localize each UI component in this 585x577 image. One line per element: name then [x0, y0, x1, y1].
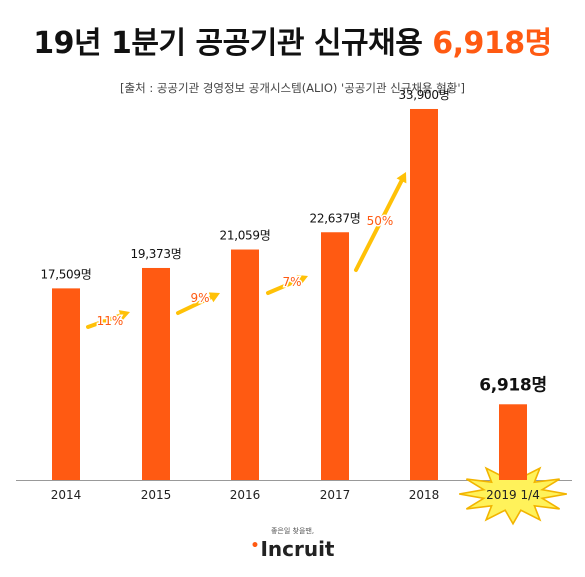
logo-name: Incruit	[260, 537, 335, 561]
data-label: 19,373명	[131, 247, 182, 261]
growth-label: 11%	[97, 314, 124, 328]
source-note: [출처 : 공공기관 경영정보 공개시스템(ALIO) '공공기관 신규채용 현…	[120, 81, 465, 95]
growth-arrow	[86, 313, 123, 329]
data-label: 22,637명	[310, 211, 361, 225]
logo-tagline: 좋은일 찾을땐,	[270, 527, 315, 535]
growth-label: 9%	[190, 291, 209, 305]
growth-label: 50%	[367, 214, 394, 228]
data-label: 17,509명	[41, 267, 92, 281]
data-label: 33,900명	[399, 88, 450, 102]
x-tick-label: 2017	[320, 488, 351, 502]
x-tick-label: 2016	[230, 488, 261, 502]
growth-arrowhead-icon	[396, 172, 407, 184]
x-tick-label: 2015	[141, 488, 172, 502]
growth-arrowhead-icon	[118, 310, 130, 321]
growth-arrowhead-icon	[208, 292, 220, 303]
chart-title-main: 19년 1분기 공공기관 신규채용	[33, 26, 433, 61]
chart-title: 19년 1분기 공공기관 신규채용 6,918명	[0, 18, 585, 62]
data-label: 6,918명	[479, 375, 547, 395]
bar-2017	[321, 232, 349, 480]
bar-2015	[142, 267, 170, 480]
highlight-burst-icon	[459, 462, 567, 526]
logo-mark-icon: •	[250, 538, 260, 554]
x-tick-label: 2019 1/4	[486, 488, 540, 502]
growth-arrow	[176, 295, 213, 315]
x-tick-label: 2018	[409, 488, 440, 502]
bar-2019-1-4	[499, 404, 527, 480]
x-tick-label: 2014	[51, 488, 82, 502]
chart-title-highlight: 6,918명	[432, 26, 552, 61]
growth-arrowhead-icon	[296, 274, 308, 285]
growth-label: 7%	[282, 275, 301, 289]
incruit-logo: •Incruit	[0, 537, 585, 561]
bar-2014	[52, 288, 80, 480]
growth-arrow	[266, 277, 301, 295]
growth-arrow	[354, 178, 404, 272]
bar-2018	[410, 108, 438, 480]
bar-2016	[231, 249, 259, 480]
data-label: 21,059명	[220, 229, 271, 243]
